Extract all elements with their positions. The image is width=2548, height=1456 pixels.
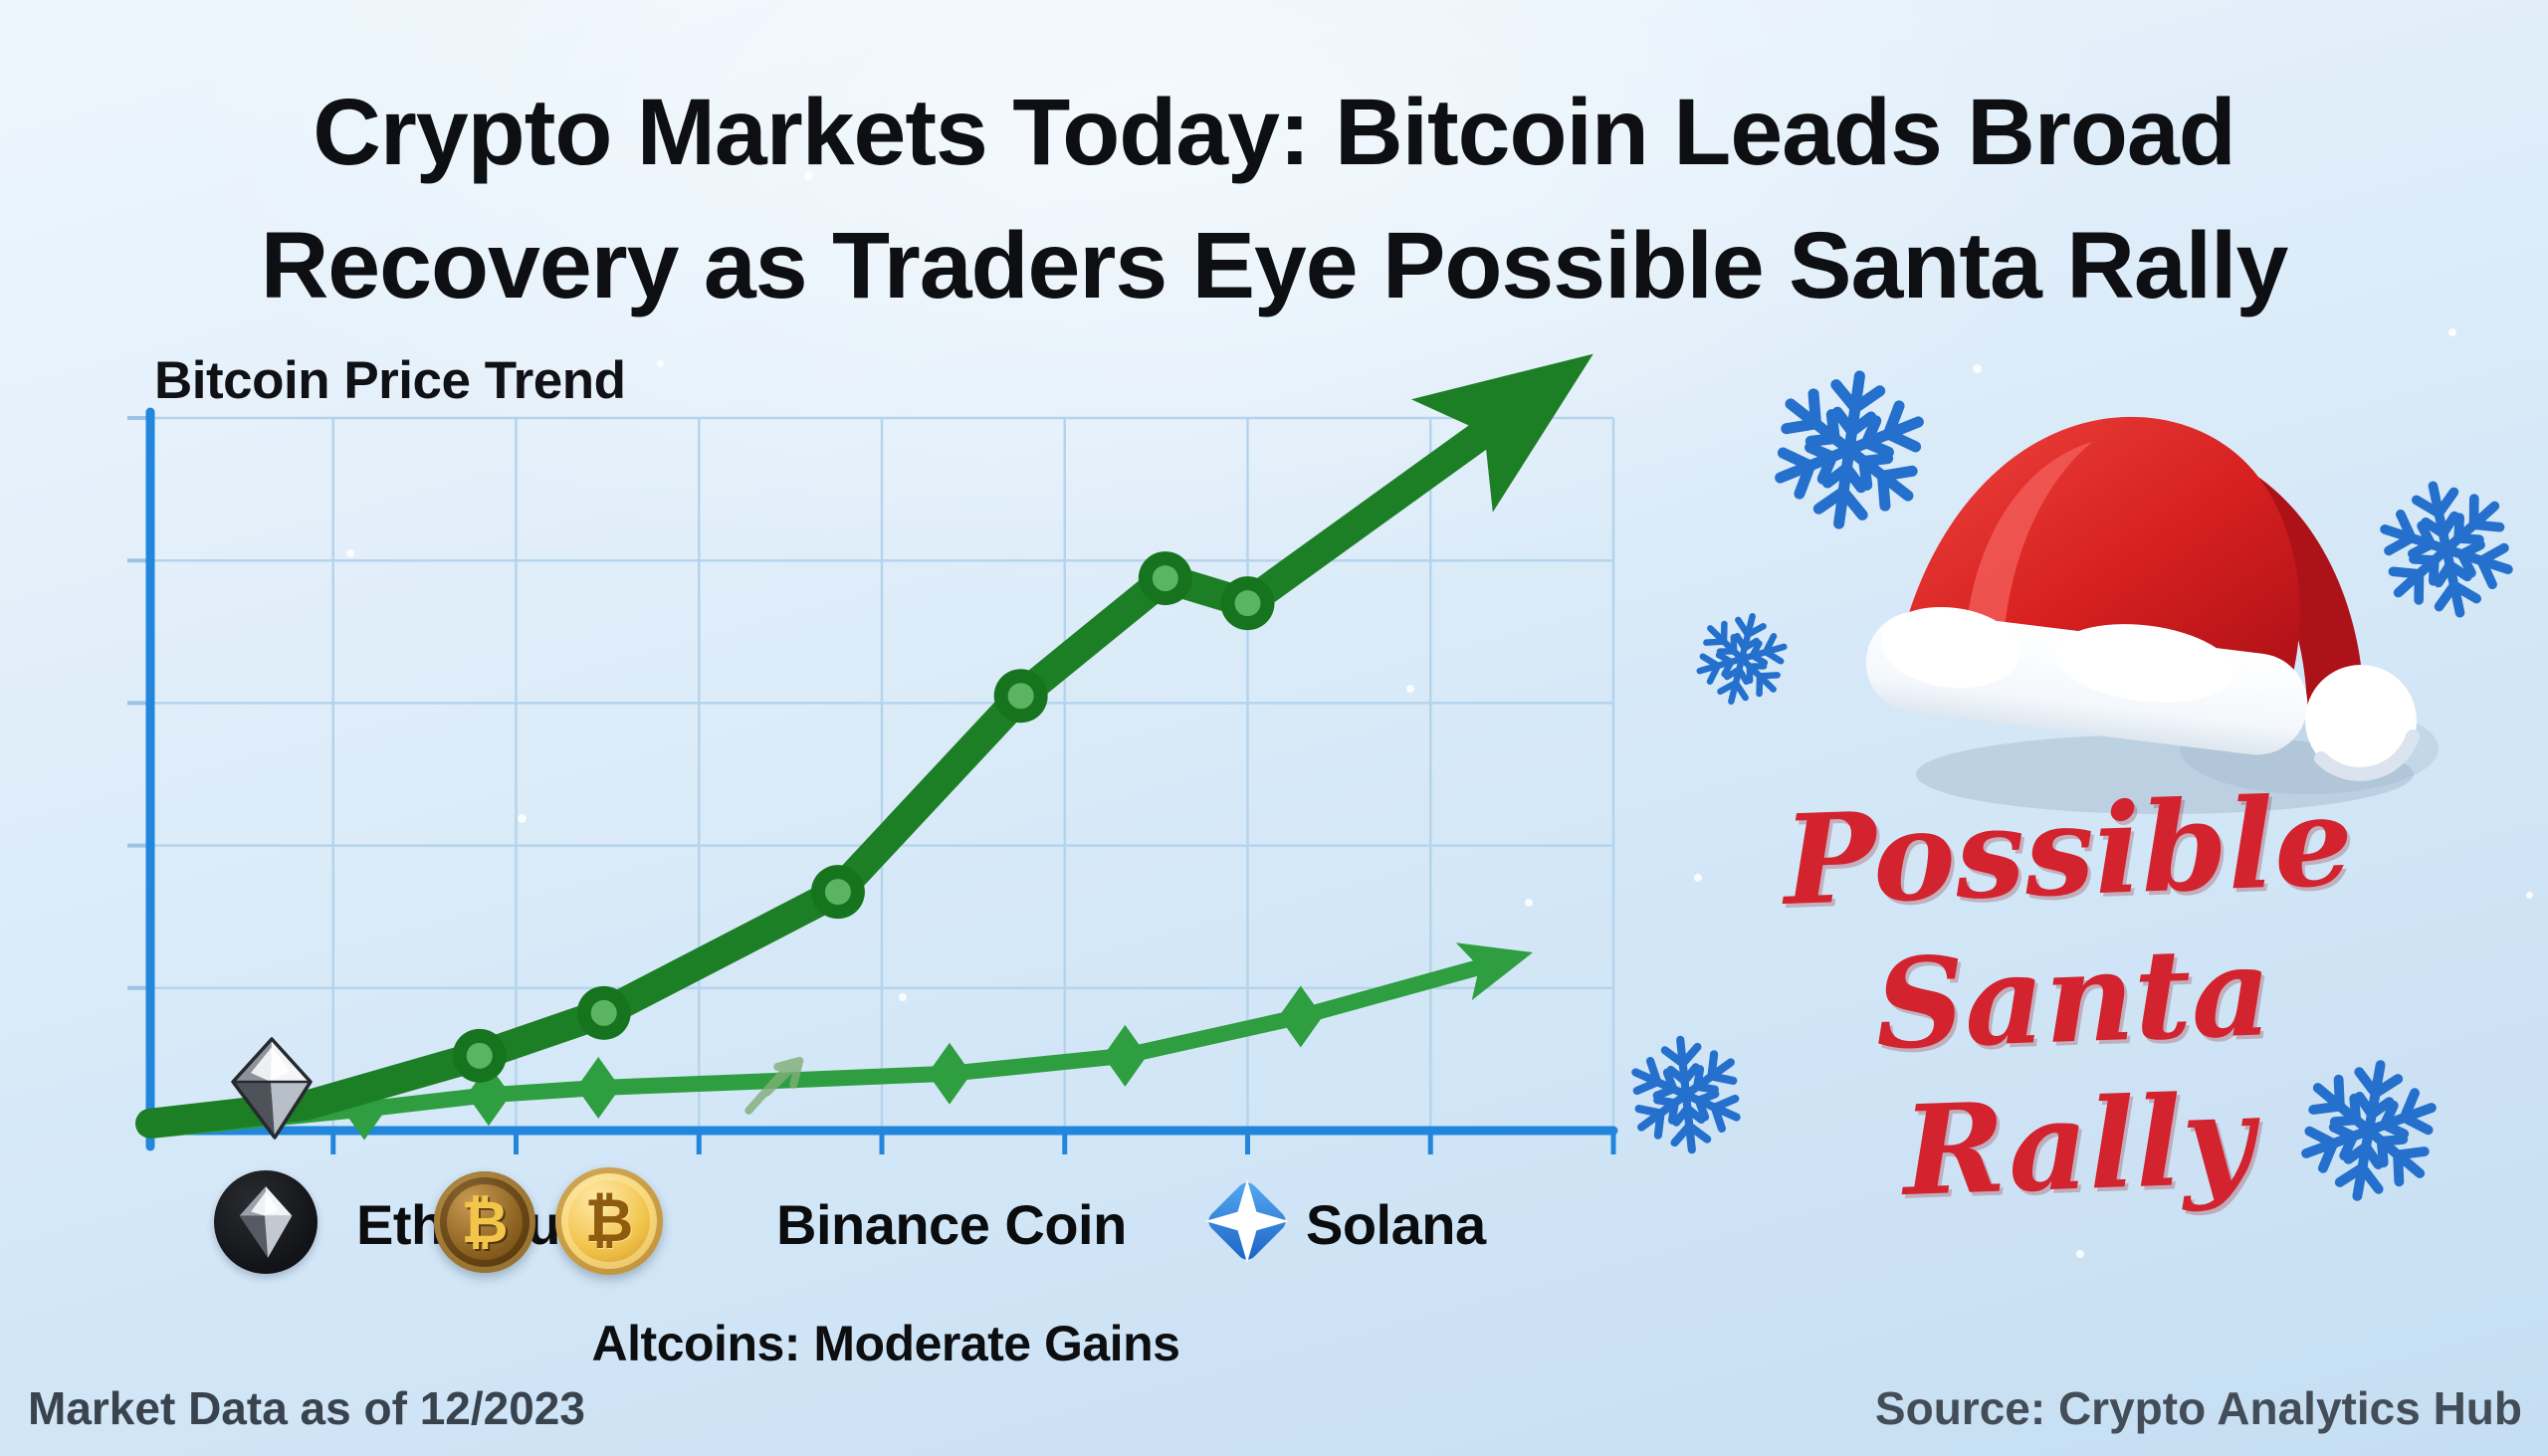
badge-line-2: Santa xyxy=(1872,920,2274,1078)
snow-dot xyxy=(1237,141,1244,148)
bitcoin-symbol: ₿ xyxy=(461,1188,509,1256)
snow-dot xyxy=(2076,1250,2084,1258)
snow-dot xyxy=(346,549,354,557)
snow-dot xyxy=(1694,874,1702,882)
footer-source: Source: Crypto Analytics Hub xyxy=(1874,1382,2522,1434)
ethereum-gem-glyph xyxy=(239,1186,293,1258)
snow-dot xyxy=(1406,685,1414,693)
bitcoin-symbol: ₿ xyxy=(584,1186,634,1256)
line-chart xyxy=(127,353,1618,1154)
altcoins-annotation: Altcoins: Moderate Gains xyxy=(591,1316,1180,1371)
santa-rally-badge: Possible Santa Rally xyxy=(1653,764,2494,1235)
chart-title: Bitcoin Price Trend xyxy=(154,351,626,410)
snow-dot xyxy=(1973,364,1982,373)
snowflake-icon xyxy=(1764,365,1934,533)
snow-dot xyxy=(657,360,664,367)
legend-label-solana: Solana xyxy=(1306,1193,1486,1256)
legend-label-binance-coin: Binance Coin xyxy=(776,1193,1127,1256)
snow-dot xyxy=(1525,899,1533,907)
page-title-line-2: Recovery as Traders Eye Possible Santa R… xyxy=(260,213,2289,318)
footer-data-date: Market Data as of 12/2023 xyxy=(28,1382,585,1434)
snow-dot xyxy=(2526,892,2533,899)
snowflake-icon xyxy=(1688,606,1796,713)
bitcoin-coin-icon: ₿ xyxy=(555,1167,663,1275)
page-title-line-1: Crypto Markets Today: Bitcoin Leads Broa… xyxy=(313,80,2235,185)
snow-dot xyxy=(804,171,813,180)
snow-dot xyxy=(2448,328,2456,336)
santa-hat-image xyxy=(1865,416,2439,814)
snow-dot xyxy=(899,993,907,1001)
page-title: Crypto Markets Today: Bitcoin Leads Broa… xyxy=(0,66,2548,332)
bitcoin-coin-icon: ₿ xyxy=(434,1171,535,1273)
ethereum-gem-icon xyxy=(231,1037,313,1140)
snowflake-icon xyxy=(2369,473,2524,627)
badge-line-1: Possible xyxy=(1781,769,2356,935)
solana-icon xyxy=(1202,1176,1292,1266)
snow-dot xyxy=(518,814,527,823)
badge-line-3: Rally xyxy=(1900,1067,2256,1225)
ethereum-icon xyxy=(214,1170,318,1274)
